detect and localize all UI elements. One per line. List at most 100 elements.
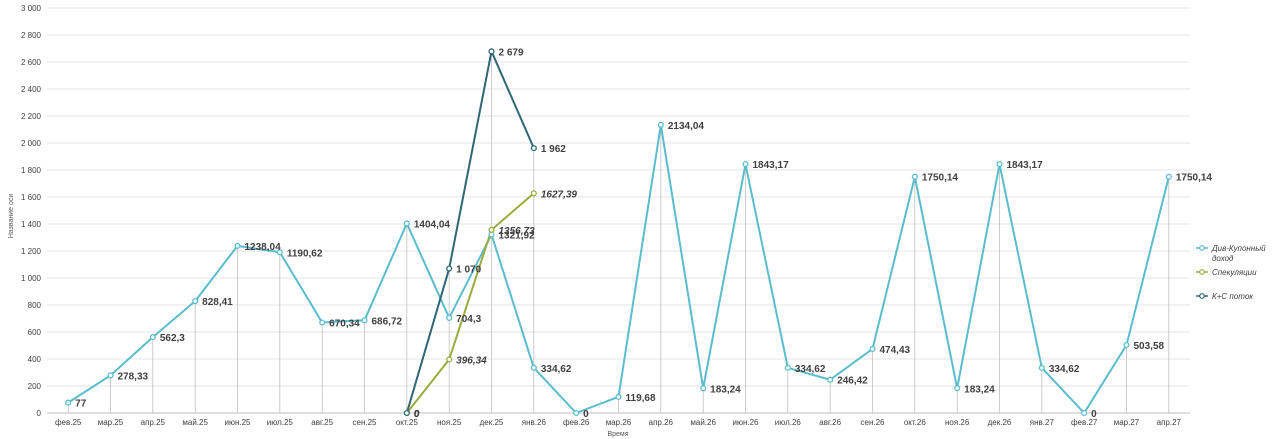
data-point [1165, 173, 1172, 180]
data-point [784, 364, 791, 371]
data-label: 2134,04 [668, 121, 705, 132]
data-point [615, 393, 622, 400]
y-tick-label: 2 600 [21, 58, 42, 67]
data-point [954, 385, 961, 392]
legend-item-spekulyacii[interactable]: Спекуляции [1196, 268, 1257, 277]
data-label: 503,58 [1134, 341, 1165, 352]
legend-item-ks-potok[interactable]: К+С поток [1196, 292, 1254, 301]
data-label: 334,62 [1049, 364, 1080, 375]
x-tick-label: ноя.26 [945, 418, 970, 427]
x-tick-label: мар.27 [1114, 418, 1140, 427]
y-axis-ticks: 0 200 400 600 800 1 000 1 200 1 400 1 600 1 800 2 … [21, 4, 42, 418]
data-point [742, 161, 749, 168]
data-point [869, 345, 876, 353]
y-tick-label: 3 000 [21, 4, 42, 13]
x-tick-label: апр.25 [141, 418, 166, 427]
data-point [911, 173, 918, 180]
y-tick-label: 2 400 [21, 85, 42, 94]
legend-item-div-kupon[interactable]: Див-Купонный доход [1196, 244, 1266, 263]
gridlines [47, 7, 1190, 414]
x-tick-label: фев.27 [1071, 418, 1098, 427]
data-point [700, 385, 707, 392]
x-tick-label: дек.26 [988, 418, 1012, 427]
data-label: 1356,73 [499, 226, 536, 237]
data-labels: 77 278,33 562,3 828,41 1238,04 1190,62 670,34 6… [75, 47, 1212, 420]
data-label: 1238,04 [245, 242, 282, 253]
data-label: 278,33 [118, 371, 149, 382]
data-label: 704,3 [456, 314, 481, 325]
data-label: 670,34 [329, 319, 360, 330]
y-tick-label: 2 200 [21, 112, 42, 121]
x-axis-ticks: фев.25 мар.25 апр.25 май.25 июн.25 июл.25 авг.… [55, 418, 1182, 427]
data-point [446, 265, 453, 272]
legend-label-spekulyacii: Спекуляции [1212, 268, 1257, 277]
data-label: 686,72 [372, 316, 403, 327]
x-tick-label: апр.27 [1157, 418, 1182, 427]
data-label: 1627,39 [541, 189, 578, 200]
data-point [530, 145, 537, 152]
x-tick-label: июн.26 [732, 418, 759, 427]
y-axis-title: Название оси [8, 194, 15, 239]
data-label: 1843,17 [753, 160, 790, 171]
data-label: 1321,92 [499, 231, 536, 242]
y-tick-label: 1 400 [21, 220, 42, 229]
x-tick-label: авг.25 [311, 418, 333, 427]
data-point [319, 319, 326, 326]
data-point [827, 376, 834, 383]
data-label: 1843,17 [1007, 160, 1044, 171]
x-tick-label: окт.26 [904, 418, 926, 427]
y-tick-label: 2 000 [21, 139, 42, 148]
data-label: 0 [414, 409, 420, 420]
y-tick-label: 200 [28, 382, 42, 391]
data-point [276, 249, 283, 256]
data-point [65, 399, 72, 406]
x-axis-title: Время [607, 431, 628, 438]
x-tick-label: фев.25 [55, 418, 82, 427]
data-point [530, 190, 537, 197]
data-point [573, 409, 580, 417]
data-point [530, 364, 537, 371]
data-point [1123, 341, 1130, 349]
y-tick-label: 400 [28, 355, 42, 364]
data-point [403, 409, 410, 417]
data-label: 246,42 [837, 376, 868, 387]
y-tick-label: 1 600 [21, 193, 42, 202]
series-points [65, 48, 1172, 417]
data-label: 1750,14 [1176, 173, 1213, 184]
y-tick-label: 800 [28, 301, 42, 310]
data-label: 562,3 [160, 333, 185, 344]
x-tick-label: мар.25 [98, 418, 124, 427]
data-label: 334,62 [541, 364, 572, 375]
data-label: 474,43 [880, 345, 911, 356]
data-label: 334,62 [795, 364, 826, 375]
data-point [657, 121, 664, 128]
x-tick-label: дек.25 [480, 418, 504, 427]
y-tick-label: 0 [37, 409, 42, 418]
y-tick-label: 2 800 [21, 31, 42, 40]
data-point [107, 372, 114, 379]
x-tick-label: ноя.25 [437, 418, 462, 427]
data-label: 183,24 [710, 384, 741, 395]
data-point [361, 317, 368, 324]
x-tick-label: май.25 [182, 418, 208, 427]
x-tick-label: апр.26 [649, 418, 674, 427]
x-tick-label: янв.26 [522, 418, 547, 427]
data-label: 1404,04 [414, 219, 451, 230]
data-label: 2 679 [499, 47, 524, 58]
data-label: 1 070 [456, 265, 481, 276]
series-line [405, 50, 535, 414]
legend: Див-Купонный доход Спекуляции К+С поток [1196, 244, 1266, 301]
legend-marker-spekulyacii [1199, 269, 1205, 275]
data-label: 1750,14 [922, 173, 959, 184]
legend-marker-div-kupon [1199, 245, 1205, 251]
data-label: 1190,62 [287, 248, 323, 259]
data-point [192, 298, 199, 305]
x-tick-label: июл.26 [775, 418, 802, 427]
data-point [446, 356, 453, 363]
x-tick-label: авг.26 [819, 418, 841, 427]
x-tick-label: янв.27 [1030, 418, 1055, 427]
x-tick-label: сен.26 [861, 418, 886, 427]
y-tick-label: 600 [28, 328, 42, 337]
data-point [234, 242, 241, 249]
